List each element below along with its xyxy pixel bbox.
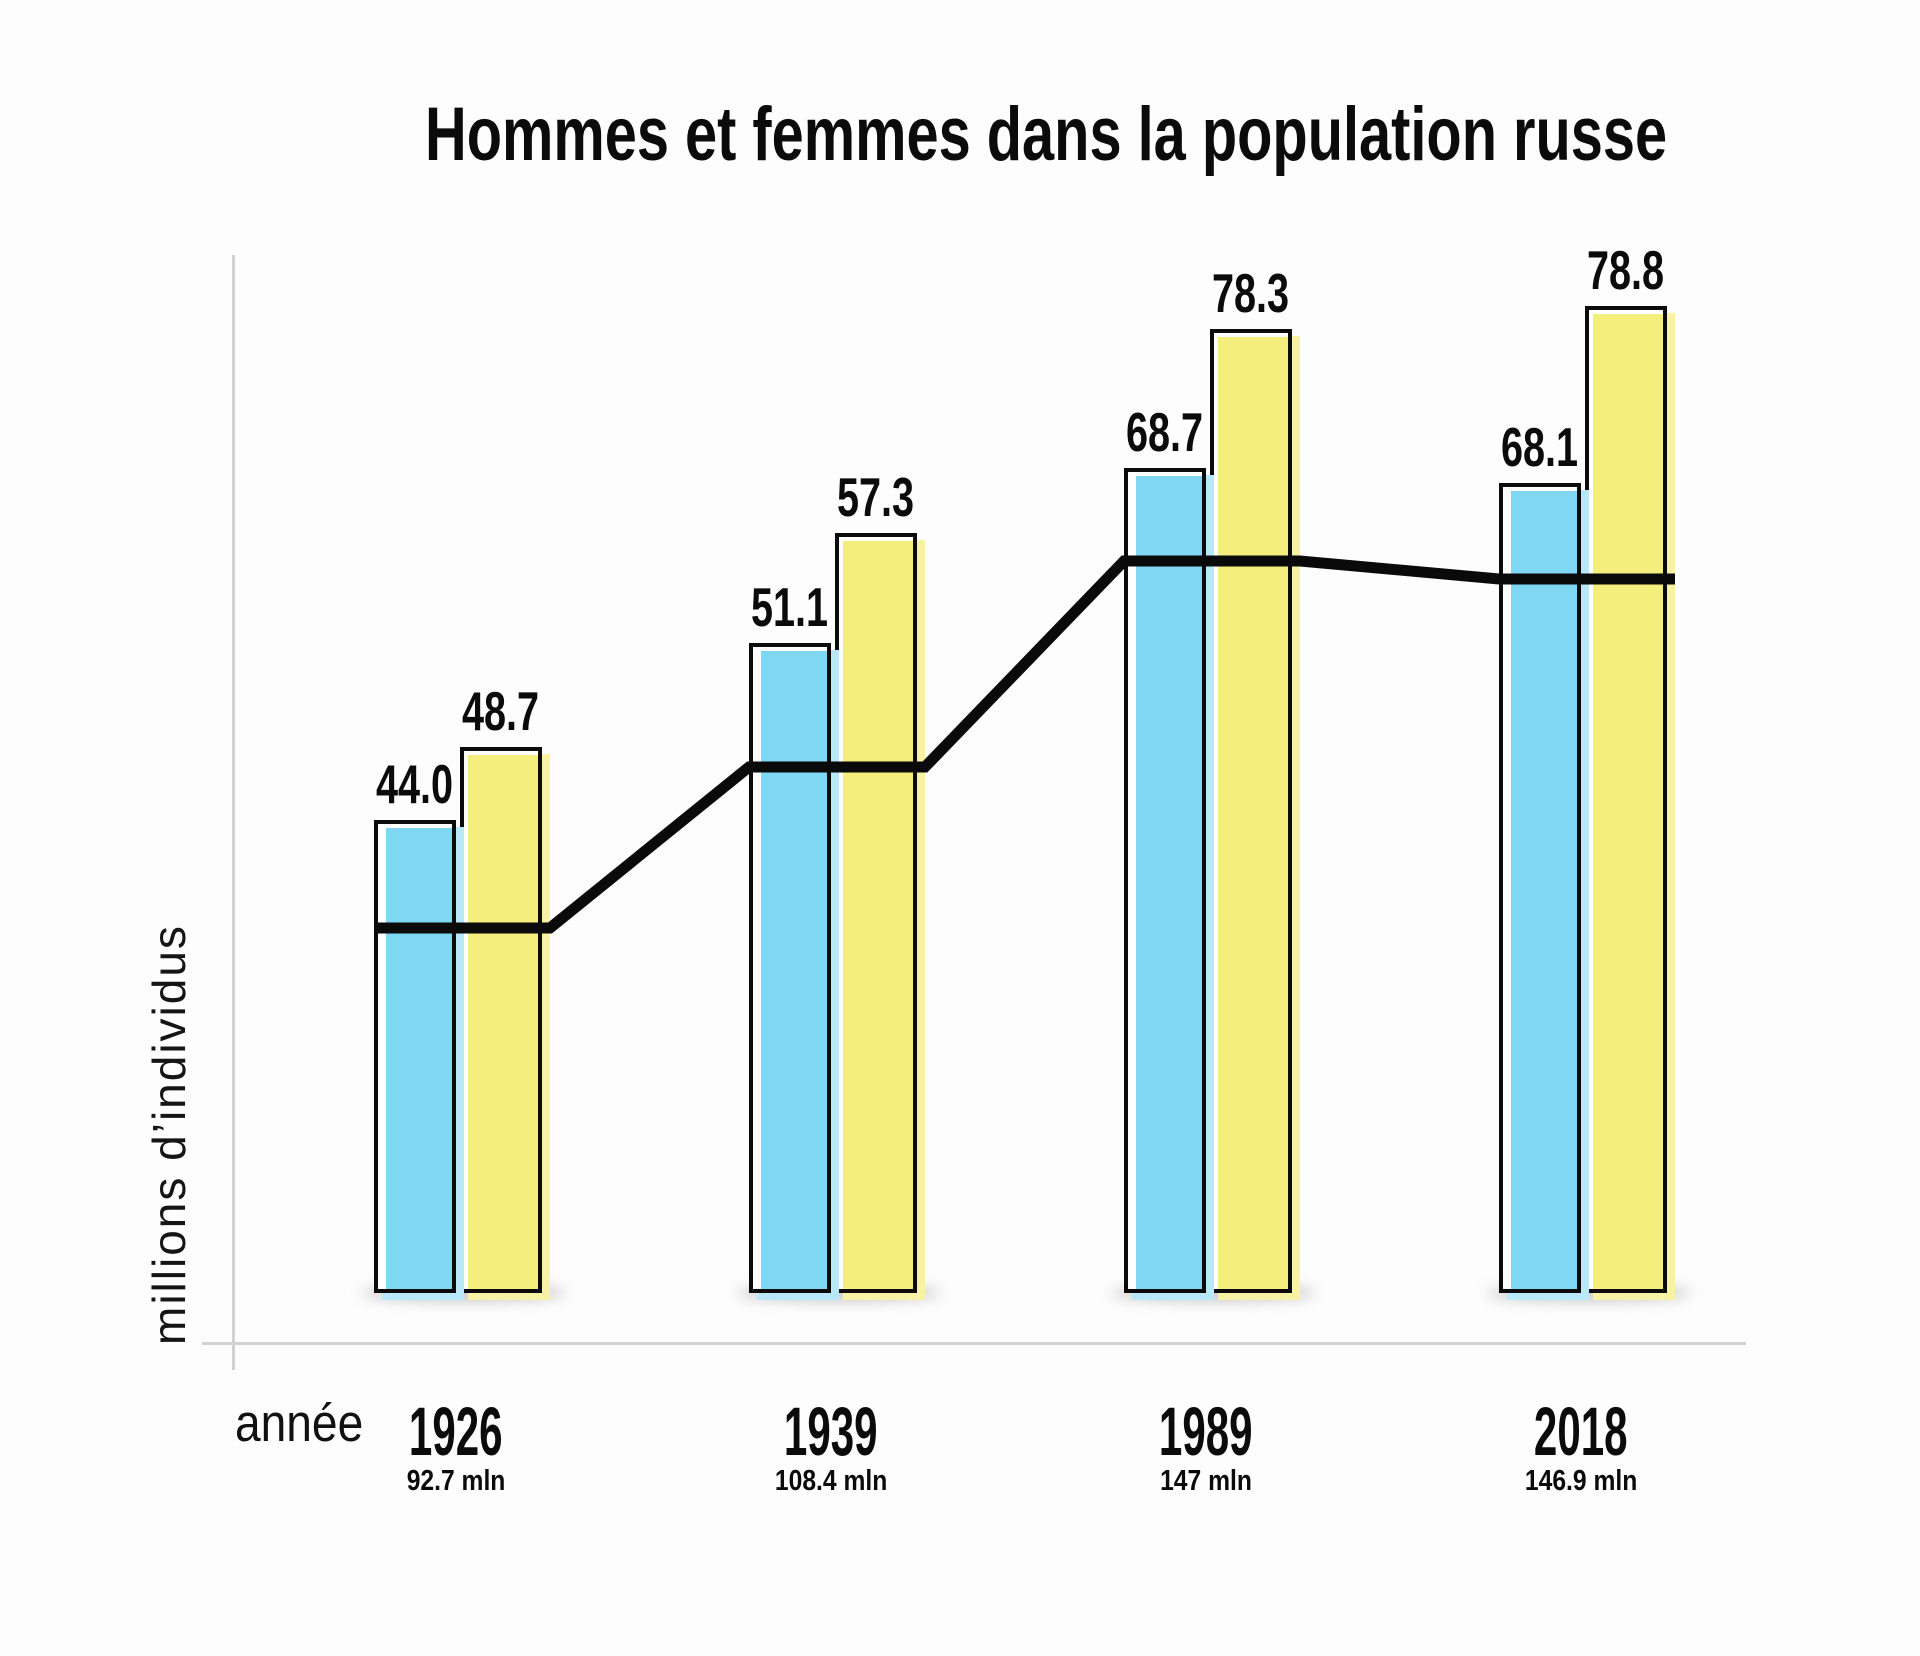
bar-hommes-1939 (749, 643, 839, 1300)
bar-outline-hommes-1926 (374, 820, 456, 1293)
value-label-femmes-2018: 78.8 (1526, 240, 1726, 300)
total-label-1939: 108.4 mln (711, 1465, 951, 1497)
value-label-text-femmes-1939: 57.3 (837, 466, 915, 528)
total-label-2018: 146.9 mln (1461, 1465, 1701, 1497)
value-label-text-hommes-1939: 51.1 (751, 576, 829, 638)
year-label-1939: 1939 (711, 1395, 951, 1469)
bar-hommes-1989 (1124, 468, 1214, 1300)
value-label-femmes-1939: 57.3 (776, 467, 976, 527)
bar-outline-left-femmes-1989 (1210, 329, 1214, 482)
bar-fill-hommes-2018 (1511, 491, 1577, 1289)
total-label-1989: 147 mln (1086, 1465, 1326, 1497)
bar-femmes-1939 (835, 533, 925, 1300)
total-label-1926: 92.7 mln (336, 1465, 576, 1497)
x-axis-line (202, 1342, 1746, 1345)
bar-femmes-1926 (460, 747, 550, 1300)
value-label-hommes-1926: 44.0 (315, 754, 515, 814)
value-label-hommes-2018: 68.1 (1440, 417, 1640, 477)
bar-femmes-1989 (1210, 329, 1300, 1300)
y-axis-label-text: millions d’individus (143, 924, 195, 1345)
trend-line-path (374, 555, 1675, 934)
bar-hommes-1926 (374, 820, 464, 1300)
value-label-text-femmes-1989: 78.3 (1212, 262, 1290, 324)
value-label-text-hommes-1989: 68.7 (1126, 401, 1204, 463)
y-axis-label: millions d’individus (142, 895, 196, 1345)
bar-outline-hommes-1939 (749, 643, 831, 1293)
year-label-text-1939: 1939 (784, 1393, 878, 1470)
x-axis-label: année (235, 1395, 382, 1453)
bar-outline-femmes-1926 (460, 747, 542, 1293)
total-label-text-2018: 146.9 mln (1524, 1465, 1638, 1497)
bar-hommes-2018 (1499, 483, 1589, 1300)
x-axis-label-text: année (235, 1394, 364, 1453)
bar-fill-femmes-1989 (1218, 337, 1288, 1289)
value-label-hommes-1939: 51.1 (690, 577, 890, 637)
year-label-1926: 1926 (336, 1395, 576, 1469)
bar-outline-hommes-1989 (1124, 468, 1206, 1293)
value-label-hommes-1989: 68.7 (1065, 402, 1265, 462)
total-label-text-1939: 108.4 mln (774, 1465, 888, 1497)
bar-fill-femmes-1939 (843, 541, 913, 1289)
value-label-text-femmes-2018: 78.8 (1587, 239, 1665, 301)
bar-fill-femmes-1926 (468, 755, 538, 1289)
year-label-2018: 2018 (1461, 1395, 1701, 1469)
value-label-text-hommes-2018: 68.1 (1501, 416, 1579, 478)
year-label-text-2018: 2018 (1534, 1393, 1628, 1470)
bar-fill-hommes-1989 (1136, 476, 1202, 1289)
chart-title: Hommes et femmes dans la population russ… (425, 95, 1920, 175)
bar-outline-hommes-2018 (1499, 483, 1581, 1293)
bar-fill-hommes-1939 (761, 651, 827, 1289)
value-label-femmes-1926: 48.7 (401, 681, 601, 741)
value-label-text-hommes-1926: 44.0 (376, 753, 454, 815)
year-label-text-1989: 1989 (1159, 1393, 1253, 1470)
chart-title-text: Hommes et femmes dans la population russ… (425, 92, 1668, 177)
bar-fill-hommes-1926 (386, 828, 452, 1289)
year-label-text-1926: 1926 (409, 1393, 503, 1470)
y-axis-line (232, 255, 235, 1370)
value-label-text-femmes-1926: 48.7 (462, 680, 540, 742)
bar-outline-femmes-1939 (835, 533, 917, 1293)
value-label-femmes-1989: 78.3 (1151, 263, 1351, 323)
total-label-text-1989: 147 mln (1160, 1465, 1252, 1497)
total-label-text-1926: 92.7 mln (406, 1465, 506, 1497)
year-label-1989: 1989 (1086, 1395, 1326, 1469)
bar-outline-femmes-1989 (1210, 329, 1292, 1293)
bar-outline-left-femmes-2018 (1585, 306, 1589, 497)
